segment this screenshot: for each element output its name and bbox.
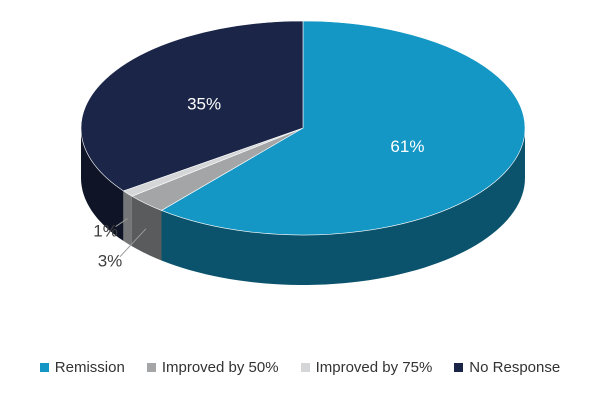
pie-side-61% bbox=[161, 128, 525, 285]
legend-label: Remission bbox=[54, 358, 125, 376]
legend-label: Improved by 75% bbox=[315, 358, 433, 376]
leader-line bbox=[119, 228, 147, 258]
pie-side-3% bbox=[131, 196, 162, 261]
data-label: 35% bbox=[187, 95, 221, 114]
legend: Remission Improved by 50% Improved by 75… bbox=[0, 355, 600, 379]
pie-slice-35% bbox=[80, 20, 304, 192]
pie-sides bbox=[81, 128, 525, 285]
legend-item-improved-50: Improved by 50% bbox=[146, 358, 279, 376]
legend-swatch bbox=[300, 362, 310, 372]
pie-side-1% bbox=[123, 190, 132, 247]
legend-item-no-response: No Response bbox=[454, 359, 560, 376]
pie-tops bbox=[80, 20, 526, 236]
data-label: 1% bbox=[93, 222, 118, 241]
legend-swatch bbox=[454, 362, 464, 372]
legend-item-improved-75: Improved by 75% bbox=[300, 358, 433, 376]
legend-swatch bbox=[146, 362, 156, 372]
pie-labels: 61% 3% 1% 35% bbox=[93, 95, 424, 271]
legend-swatch bbox=[39, 362, 49, 372]
legend-item-remission: Remission bbox=[39, 358, 125, 376]
legend-label: Improved by 50% bbox=[161, 358, 279, 376]
data-label: 3% bbox=[98, 252, 123, 271]
pie-side-35% bbox=[81, 128, 124, 241]
pie-slice-61% bbox=[160, 20, 526, 236]
legend-label: No Response bbox=[469, 358, 561, 376]
data-label: 61% bbox=[390, 137, 424, 156]
leader-line bbox=[115, 218, 128, 227]
